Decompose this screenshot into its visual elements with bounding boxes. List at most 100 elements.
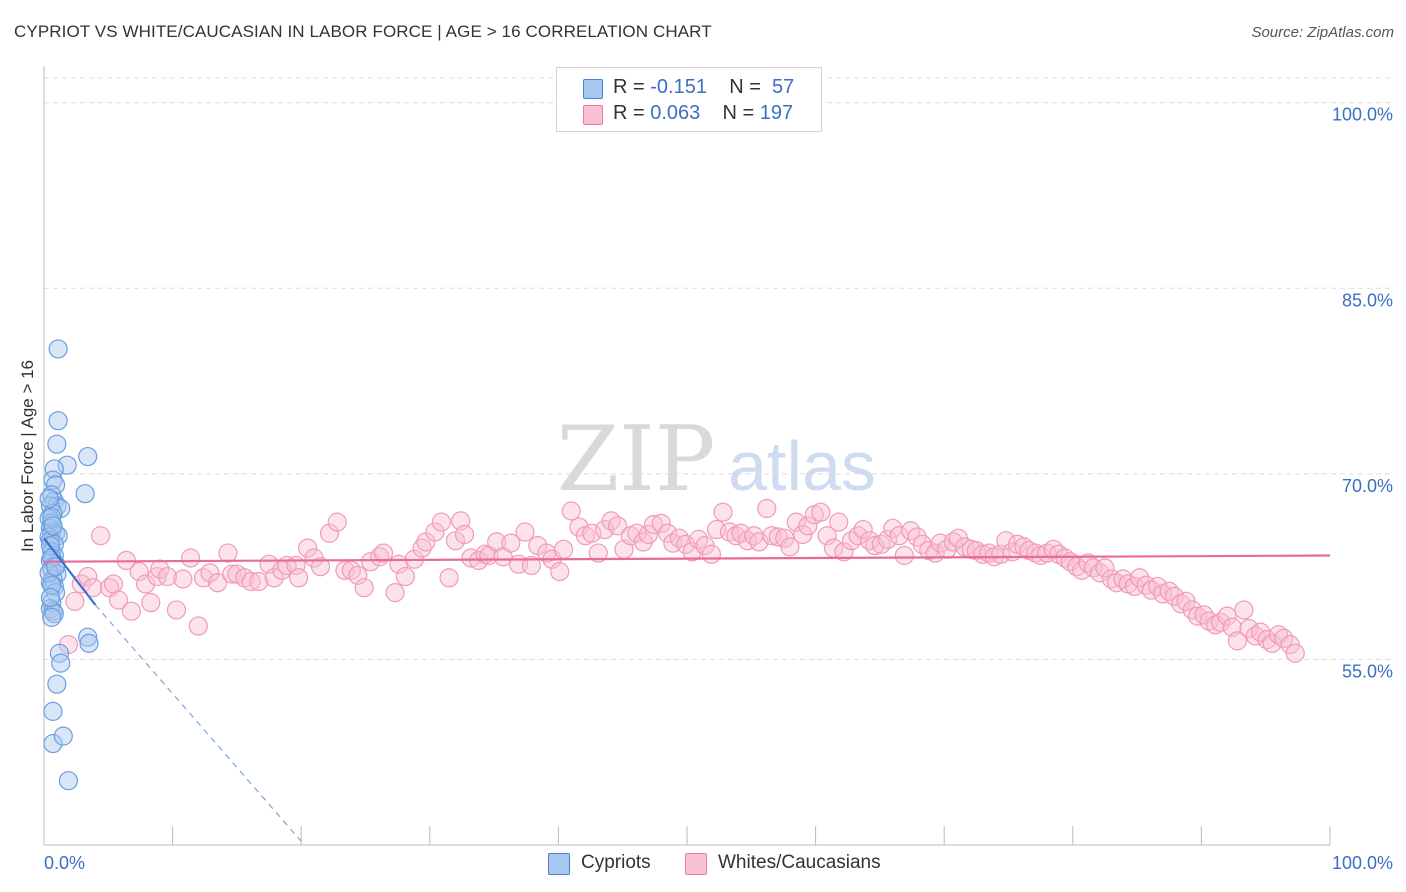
white-point [1239, 618, 1259, 639]
white-point [829, 512, 849, 532]
white-point [848, 526, 868, 546]
bottom-legend-label-whites: Whites/Caucasians [718, 852, 881, 873]
white-point [943, 532, 963, 552]
x-tick-label-max: 100.0% [1332, 853, 1393, 873]
white-point [431, 512, 451, 532]
trend-line-cypriots-extension [94, 604, 302, 842]
legend-swatch-whites [583, 105, 603, 125]
bottom-legend-swatch-whites [685, 853, 707, 875]
white-point [643, 514, 664, 535]
white-point [157, 566, 178, 587]
chart-title: CYPRIOT VS WHITE/CAUCASIAN IN LABOR FORC… [14, 22, 712, 41]
white-point [348, 565, 368, 585]
white-point [188, 616, 208, 636]
white-point [373, 543, 394, 563]
white-point [298, 538, 318, 558]
watermark-zip: ZIP [557, 407, 716, 512]
legend-r-value-cypriots: -0.151 [650, 76, 707, 98]
white-point [218, 543, 238, 563]
white-point [319, 523, 340, 543]
cypriot-point [47, 674, 67, 694]
white-point [1217, 606, 1237, 626]
white-point [108, 590, 129, 610]
white-point [264, 568, 284, 588]
white-point [1083, 558, 1103, 578]
cypriot-point [53, 726, 73, 746]
white-point [147, 566, 167, 587]
cypriot-point [48, 411, 68, 431]
watermark-atlas: atlas [728, 427, 876, 505]
white-point [1130, 568, 1150, 588]
white-point [103, 574, 124, 594]
white-point [327, 512, 347, 532]
white-point [811, 502, 831, 522]
cypriot-point [43, 701, 63, 721]
cypriot-point [43, 470, 63, 490]
legend-n-label: N = [722, 102, 755, 124]
legend-n-label: N = [729, 76, 761, 98]
white-point [817, 526, 837, 546]
legend-r-label: R = [613, 102, 645, 124]
white-point [1257, 630, 1277, 650]
white-point [83, 578, 103, 598]
white-point [515, 522, 535, 542]
white-point [658, 523, 678, 543]
white-point [193, 568, 214, 588]
white-point [141, 592, 161, 613]
y-axis-label: In Labor Force | Age > 16 [18, 359, 37, 553]
legend: R = -0.151 N = 57 R = 0.063 N = 197 [556, 67, 822, 132]
cypriot-point [42, 607, 62, 627]
white-point [601, 511, 621, 531]
cypriot-point [51, 653, 71, 673]
cypriot-point [57, 455, 77, 475]
legend-n-value-whites: 197 [759, 102, 794, 124]
white-point [651, 513, 671, 533]
white-point [798, 516, 818, 536]
trend-line-whites [43, 554, 1331, 563]
white-point [1164, 586, 1184, 606]
cypriot-point [43, 733, 63, 754]
white-point [553, 539, 574, 559]
white-point [1182, 600, 1202, 620]
white-point [1171, 594, 1191, 614]
white-point [121, 601, 142, 621]
white-point [135, 574, 156, 594]
white-point [996, 531, 1016, 551]
trend-line-cypriots [43, 537, 97, 606]
white-point [208, 573, 228, 593]
cypriot-point [48, 339, 68, 359]
white-point [78, 566, 98, 587]
white-point [853, 519, 873, 540]
legend-n-value-cypriots: 57 [772, 76, 795, 98]
white-point [222, 564, 242, 584]
white-point [894, 545, 914, 566]
white-point [780, 537, 800, 557]
white-point [701, 544, 722, 564]
white-point [354, 578, 374, 598]
white-point [607, 516, 628, 536]
white-point [249, 571, 269, 592]
y-tick-label: 70.0% [1342, 476, 1393, 496]
white-point [638, 524, 659, 545]
white-point [588, 543, 608, 563]
white-point [757, 498, 777, 519]
white-point [676, 534, 696, 554]
white-point [90, 526, 111, 546]
white-point [582, 523, 602, 543]
cypriot-point [79, 633, 99, 653]
white-point [65, 591, 85, 611]
bottom-legend-label-cypriots: Cypriots [581, 852, 651, 873]
white-point [439, 568, 459, 588]
white-point [1095, 558, 1115, 578]
white-point [341, 560, 361, 580]
white-point [834, 542, 854, 562]
white-point [878, 529, 898, 550]
white-point [713, 502, 733, 522]
white-point [129, 562, 149, 582]
white-point [1234, 600, 1254, 620]
white-point [1227, 631, 1248, 651]
cypriot-point [47, 434, 67, 454]
white-point [871, 534, 891, 554]
white-point [454, 524, 475, 545]
white-point [1245, 626, 1266, 646]
